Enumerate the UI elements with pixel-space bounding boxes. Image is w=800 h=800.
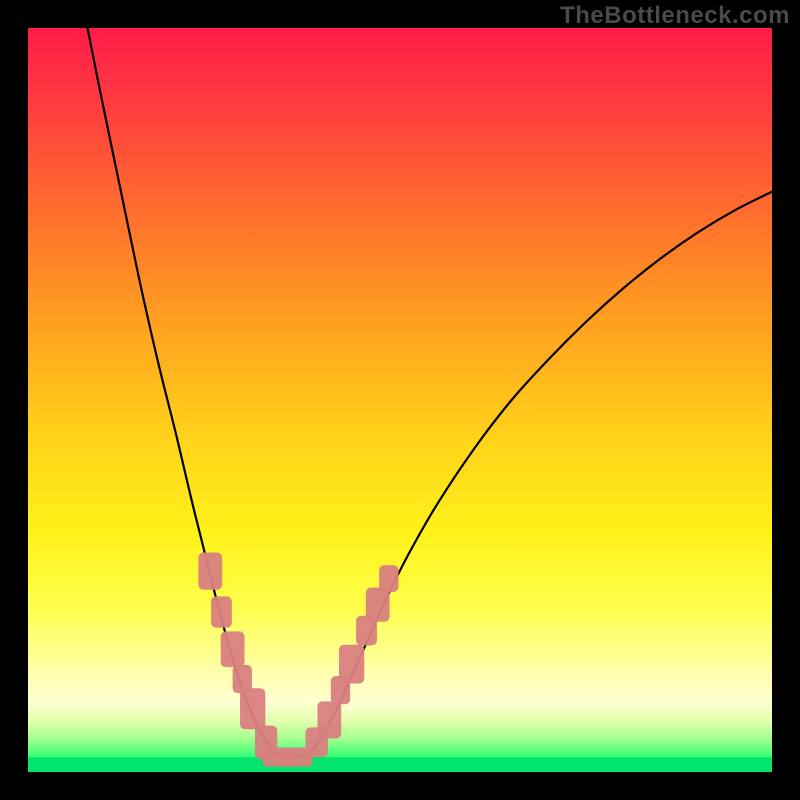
data-marker xyxy=(379,565,398,592)
data-marker xyxy=(221,631,245,667)
data-marker xyxy=(240,688,265,729)
data-marker xyxy=(317,701,341,738)
data-marker xyxy=(198,553,222,590)
data-marker xyxy=(339,645,364,684)
data-marker xyxy=(366,587,390,621)
watermark-text: TheBottleneck.com xyxy=(560,2,790,30)
bottom-strip xyxy=(28,757,772,772)
chart-svg xyxy=(28,28,772,772)
gradient-background xyxy=(28,28,772,772)
data-marker xyxy=(211,596,232,627)
plot-area xyxy=(28,28,772,772)
outer-frame: TheBottleneck.com xyxy=(0,0,800,800)
